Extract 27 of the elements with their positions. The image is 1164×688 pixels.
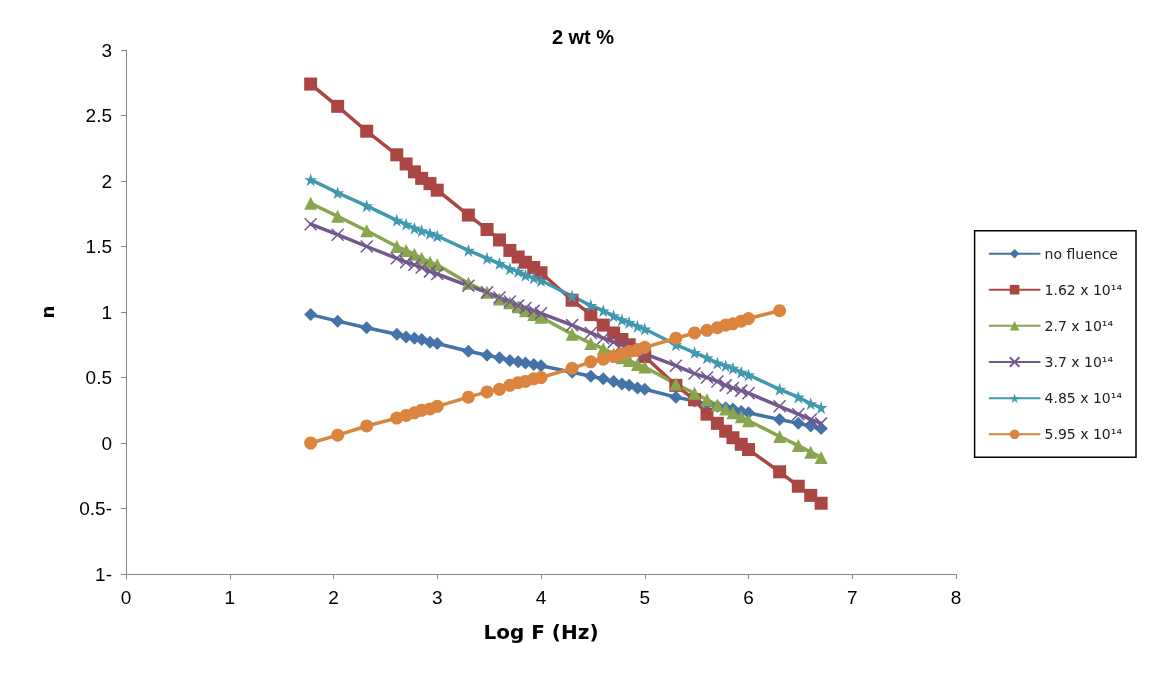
y-axis-title: n [36, 305, 58, 319]
y-tick-label: 1.5 [85, 236, 112, 257]
x-tick-label: 2 [328, 587, 339, 608]
y-tick-label: 2 [101, 170, 112, 192]
x-tick-label: 4 [535, 587, 547, 608]
legend-label: 2.7 x 10¹⁴ [1044, 317, 1114, 334]
y-tick-label: 1 [101, 301, 112, 323]
legend-label: 5.95 x 10¹⁴ [1044, 426, 1123, 443]
x-tick-label: 3 [431, 587, 443, 608]
x-tick-label: 1 [224, 587, 236, 608]
y-tick-label: 2.5 [85, 105, 112, 126]
y-tick-label: 0.5 [85, 367, 112, 388]
legend-label: 3.7 x 10¹⁴ [1044, 354, 1114, 370]
legend-label: 1.62 x 10¹⁴ [1044, 281, 1123, 298]
y-tick-label: 1- [95, 563, 112, 585]
chart-title: 2 wt % [551, 26, 615, 48]
x-tick-label: 6 [743, 587, 754, 608]
x-tick-label: 0 [120, 587, 132, 608]
x-axis-title: Log F (Hz) [483, 620, 599, 644]
y-tick-label: 3 [101, 39, 112, 61]
x-tick-label: 8 [950, 587, 962, 608]
legend-label: no fluence [1044, 245, 1118, 262]
y-tick-label: 0 [101, 432, 112, 454]
y-tick-label: 0.5- [79, 498, 112, 519]
x-tick-label: 5 [639, 587, 651, 608]
legend-label: 4.85 x 10¹⁴ [1044, 390, 1123, 407]
x-tick-label: 7 [846, 587, 858, 608]
